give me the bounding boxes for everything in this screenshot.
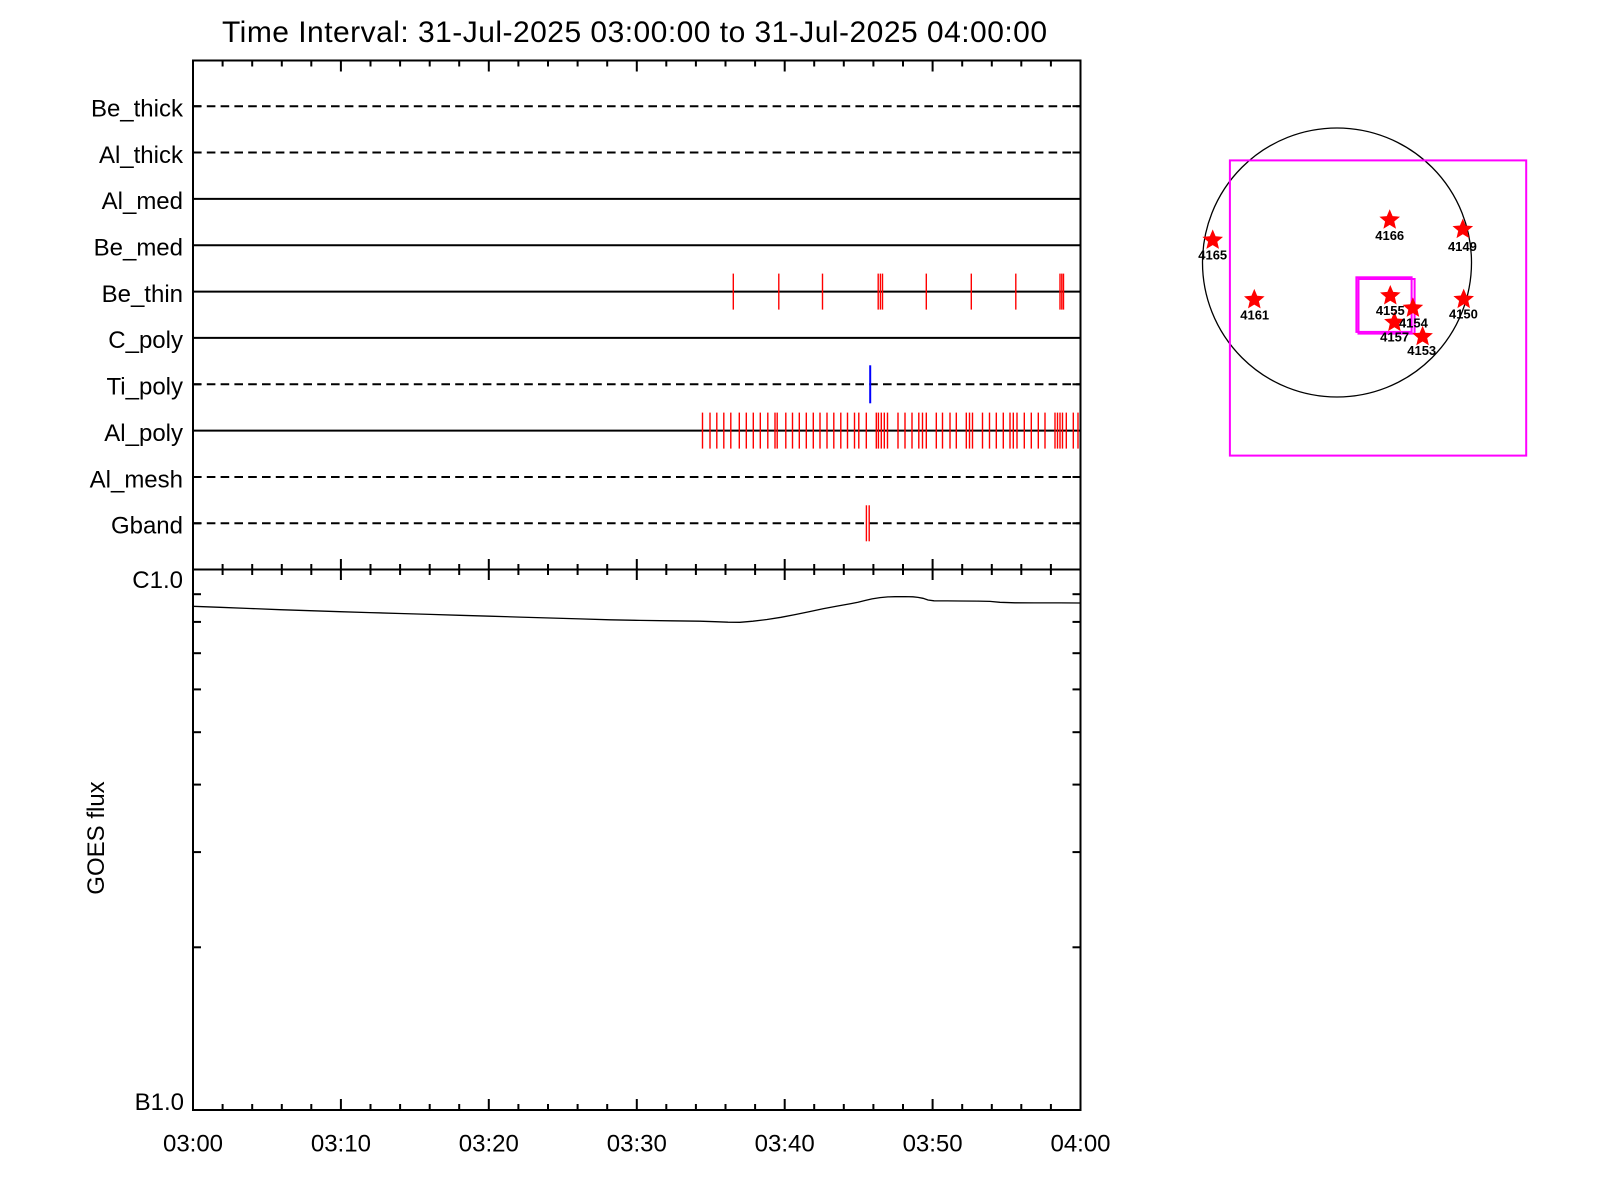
svg-text:C_poly: C_poly — [108, 327, 183, 354]
svg-text:4154: 4154 — [1399, 316, 1429, 331]
svg-text:03:20: 03:20 — [459, 1131, 519, 1158]
svg-text:Be_med: Be_med — [94, 235, 183, 262]
svg-text:4166: 4166 — [1375, 228, 1404, 243]
svg-text:4157: 4157 — [1380, 330, 1409, 345]
svg-text:Al_mesh: Al_mesh — [90, 466, 183, 493]
svg-text:Time Interval: 31-Jul-2025 03:: Time Interval: 31-Jul-2025 03:00:00 to 3… — [222, 16, 1047, 49]
svg-text:03:30: 03:30 — [607, 1131, 667, 1158]
svg-text:GOES flux: GOES flux — [83, 781, 110, 894]
svg-text:4165: 4165 — [1198, 247, 1227, 262]
svg-text:C1.0: C1.0 — [132, 567, 183, 594]
svg-text:04:00: 04:00 — [1050, 1131, 1110, 1158]
svg-text:Be_thin: Be_thin — [102, 281, 183, 308]
svg-text:Be_thick: Be_thick — [91, 96, 184, 123]
svg-text:Al_poly: Al_poly — [104, 420, 183, 447]
svg-text:B1.0: B1.0 — [135, 1089, 184, 1116]
svg-text:Ti_poly: Ti_poly — [107, 374, 183, 401]
svg-text:03:10: 03:10 — [311, 1131, 371, 1158]
svg-text:4150: 4150 — [1449, 307, 1478, 322]
svg-text:4153: 4153 — [1407, 343, 1436, 358]
svg-text:Gband: Gband — [111, 513, 183, 540]
svg-text:4161: 4161 — [1240, 308, 1269, 323]
svg-text:Al_med: Al_med — [102, 188, 183, 215]
svg-text:Al_thick: Al_thick — [99, 142, 184, 169]
svg-text:4149: 4149 — [1448, 239, 1477, 254]
svg-text:4155: 4155 — [1376, 303, 1405, 318]
svg-text:03:00: 03:00 — [163, 1131, 223, 1158]
svg-text:03:50: 03:50 — [903, 1131, 963, 1158]
svg-text:03:40: 03:40 — [755, 1131, 815, 1158]
